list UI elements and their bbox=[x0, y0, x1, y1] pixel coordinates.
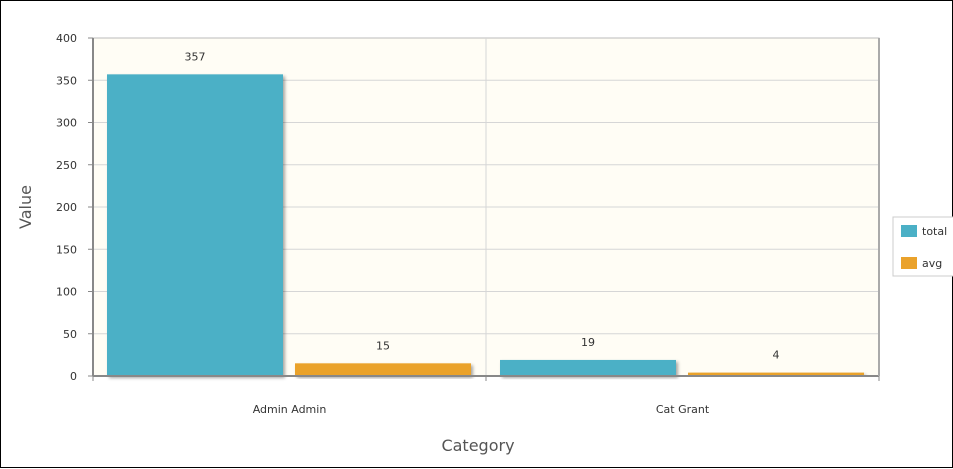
y-tick-label: 250 bbox=[56, 159, 77, 172]
y-tick-label: 150 bbox=[56, 243, 77, 256]
y-tick-label: 300 bbox=[56, 117, 77, 130]
x-tick-label: Admin Admin bbox=[253, 403, 327, 416]
data-label-avg: 15 bbox=[376, 339, 390, 352]
data-label-avg: 4 bbox=[773, 349, 780, 362]
bars bbox=[107, 74, 864, 377]
data-labels: 357 15 19 4 bbox=[185, 50, 780, 361]
y-tick-label: 400 bbox=[56, 32, 77, 45]
data-label-total: 19 bbox=[581, 336, 595, 349]
axes: 0 50 100 150 200 250 300 350 400 Admin Admin Cat G… bbox=[56, 32, 880, 416]
x-axis-title: Category bbox=[441, 436, 514, 455]
bar-total bbox=[500, 359, 676, 376]
y-tick-label: 200 bbox=[56, 201, 77, 214]
y-tick-label: 0 bbox=[70, 370, 77, 383]
y-tick-label: 100 bbox=[56, 286, 77, 299]
y-tick-label: 350 bbox=[56, 74, 77, 87]
bar-total bbox=[107, 74, 283, 377]
legend-swatch-total bbox=[901, 225, 917, 237]
bar-avg bbox=[295, 363, 471, 376]
legend-label-total: total bbox=[922, 225, 947, 238]
y-tick-label: 50 bbox=[63, 328, 77, 341]
legend: total avg bbox=[892, 216, 953, 277]
bar-avg bbox=[688, 372, 864, 376]
y-axis-title: Value bbox=[16, 185, 35, 229]
x-tick-label: Cat Grant bbox=[656, 403, 710, 416]
legend-label-avg: avg bbox=[922, 257, 942, 270]
legend-swatch-avg bbox=[901, 257, 917, 269]
data-label-total: 357 bbox=[185, 50, 206, 63]
